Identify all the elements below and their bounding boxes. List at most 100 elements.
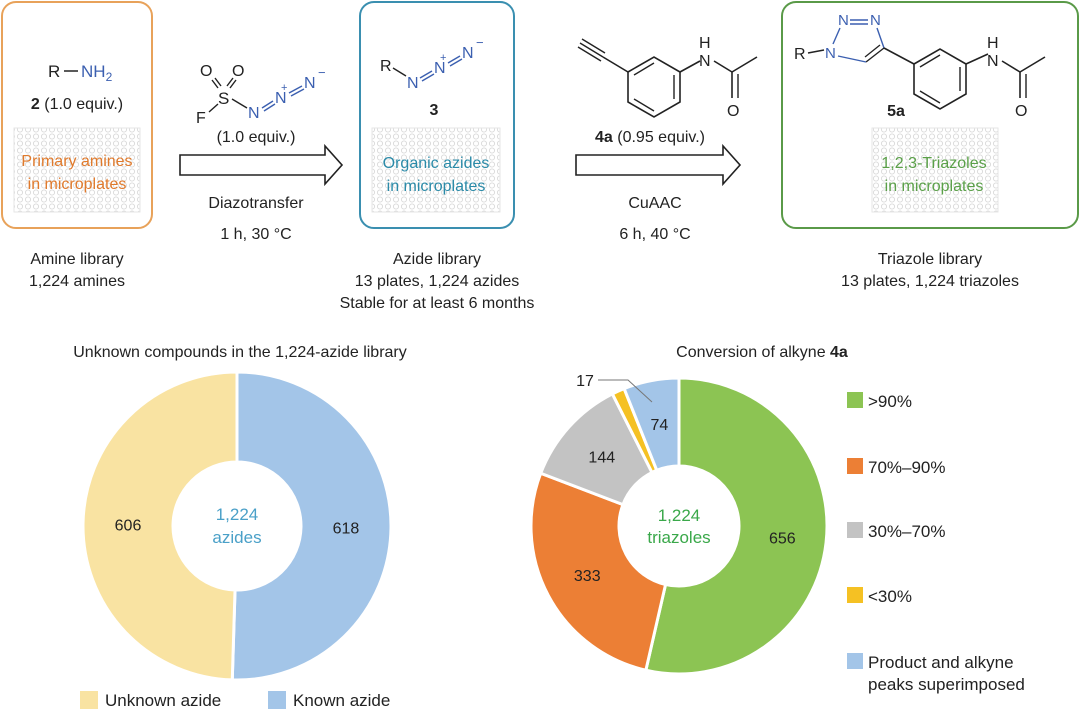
triazole-compound-label: 5a xyxy=(887,103,905,120)
legend-swatch-30-70 xyxy=(847,522,863,538)
alkyne-structure: H N O 4a (0.95 equiv.) xyxy=(577,35,758,146)
amine-r-label: R xyxy=(48,62,60,81)
chart2-value-labels: 656 333 144 17 74 xyxy=(574,373,796,585)
amine-library-box xyxy=(1,1,153,229)
chart1-value-labels: 618 606 xyxy=(115,517,360,537)
slice-value-unknown-azide: 606 xyxy=(115,517,142,534)
chart2-legend: >90% 70%–90% 30%–70% <30% Product and al… xyxy=(847,392,1025,694)
legend-label-lt30: <30% xyxy=(868,587,912,606)
amine-caption-line2: 1,224 amines xyxy=(29,273,125,290)
reagent-o1: O xyxy=(200,63,212,80)
chart1-legend: Unknown azide Known azide xyxy=(80,691,390,710)
alkyne-h: H xyxy=(699,35,711,52)
slice-value-30-70: 144 xyxy=(588,449,615,466)
reagent-n1: N xyxy=(248,105,260,122)
chart1-center-line1: 1,224 xyxy=(216,505,259,524)
azide-n1: N xyxy=(407,75,419,92)
legend-label-unknown-azide: Unknown azide xyxy=(105,691,221,710)
legend-label-70-90: 70%–90% xyxy=(868,458,946,477)
legend-swatch-lt30 xyxy=(847,587,863,603)
chart2-center-line2: triazoles xyxy=(647,528,710,547)
arrow-cuaac xyxy=(575,143,742,187)
triazole-panel: R N N N H N O 5a 1,2,3-Triazoles in micr… xyxy=(781,1,1079,290)
triazole-n: N xyxy=(987,53,999,70)
slice-value-70-90: 333 xyxy=(574,568,601,585)
slice-70-90 xyxy=(529,471,668,673)
legend-swatch-70-90 xyxy=(847,458,863,474)
triazole-n-ring: N xyxy=(825,45,836,62)
azide-box-line1: Organic azides xyxy=(383,155,490,172)
chart1-donut xyxy=(81,370,393,682)
chart2-donut xyxy=(529,376,829,676)
triazole-n-top1: N xyxy=(838,12,849,29)
amine-microplate xyxy=(13,127,141,213)
azide-microplate xyxy=(371,127,501,213)
reagent-structure: O O S F N N + N − (1.0 equiv.) xyxy=(196,63,326,146)
legend-label-gt90: >90% xyxy=(868,392,912,411)
legend-swatch-gt90 xyxy=(847,392,863,408)
reagent-f: F xyxy=(196,110,206,127)
reagent-plus: + xyxy=(281,82,287,94)
alkyne-o: O xyxy=(727,103,739,120)
azide-caption-line3: Stable for at least 6 months xyxy=(340,295,535,312)
legend-swatch-unknown-azide xyxy=(80,691,98,709)
alkyne-n: N xyxy=(699,53,711,70)
amine-caption-line1: Amine library xyxy=(30,251,123,268)
slice-value-known-azide: 618 xyxy=(333,521,360,538)
azide-compound-label: 3 xyxy=(430,102,439,119)
azide-box-line2: in microplates xyxy=(387,178,486,195)
slice-value-product-and-alkyne-peaks-superimposed: 74 xyxy=(650,417,668,434)
azide-plus: + xyxy=(440,52,446,64)
reagent-n2: N xyxy=(275,90,287,107)
triazole-h: H xyxy=(987,35,999,52)
reagent-s: S xyxy=(218,89,229,108)
slice-90 xyxy=(644,376,829,676)
slice-known-azide xyxy=(230,370,393,682)
triazole-box-line2: in microplates xyxy=(885,178,984,195)
chart1-center-line2: azides xyxy=(212,528,261,547)
legend-swatch-superimposed xyxy=(847,653,863,669)
reagent-o2: O xyxy=(232,63,244,80)
alkyne-compound-label: 4a (0.95 equiv.) xyxy=(595,129,705,146)
label-17-leader xyxy=(598,379,653,403)
legend-label-superimposed-line2: peaks superimposed xyxy=(868,675,1025,694)
amine-nh2-label: NH2 xyxy=(81,62,113,84)
amine-box-line2: in microplates xyxy=(28,176,127,193)
diazotransfer-label: Diazotransfer xyxy=(208,195,304,212)
triazole-box-line1: 1,2,3-Triazoles xyxy=(881,155,986,172)
triazole-o: O xyxy=(1015,103,1027,120)
azide-panel: R N N + N − 3 Organic azides in micropla… xyxy=(340,1,535,312)
azide-library-box xyxy=(359,1,515,229)
azide-r-label: R xyxy=(380,58,392,75)
chart2-title: Conversion of alkyne 4a xyxy=(676,344,848,361)
azide-n3: N xyxy=(462,45,474,62)
legend-label-known-azide: Known azide xyxy=(293,691,390,710)
azide-caption-line2: 13 plates, 1,224 azides xyxy=(355,273,520,290)
triazole-n-top2: N xyxy=(870,12,881,29)
triazole-microplate xyxy=(871,127,999,213)
cuaac-conditions: 6 h, 40 °C xyxy=(619,226,690,243)
triazole-caption-line2: 13 plates, 1,224 triazoles xyxy=(841,273,1019,290)
azide-n2: N xyxy=(434,60,446,77)
triazole-library-box xyxy=(781,1,1079,229)
reagent-equiv: (1.0 equiv.) xyxy=(217,129,296,146)
slice-value-30: 17 xyxy=(576,373,594,390)
slice-value-90: 656 xyxy=(769,531,796,548)
cuaac-label: CuAAC xyxy=(628,195,681,212)
diazotransfer-conditions: 1 h, 30 °C xyxy=(220,226,291,243)
triazole-r-label: R xyxy=(794,46,806,63)
arrow-diazotransfer xyxy=(179,143,344,187)
legend-swatch-known-azide xyxy=(268,691,286,709)
amine-box-line1: Primary amines xyxy=(21,153,132,170)
slice-product-and-alkyne-peaks-superimposed xyxy=(622,376,681,473)
amine-panel: R NH2 2 (1.0 equiv.) Primary amines in m… xyxy=(1,1,153,290)
amine-compound-label: 2 (1.0 equiv.) xyxy=(31,96,123,113)
legend-label-30-70: 30%–70% xyxy=(868,522,946,541)
triazole-caption-line1: Triazole library xyxy=(878,251,982,268)
slice-unknown-azide xyxy=(81,370,239,682)
reagent-minus: − xyxy=(318,65,326,80)
chart1-title: Unknown compounds in the 1,224-azide lib… xyxy=(73,344,407,361)
azide-minus: − xyxy=(476,35,484,50)
legend-label-superimposed-line1: Product and alkyne xyxy=(868,653,1014,672)
